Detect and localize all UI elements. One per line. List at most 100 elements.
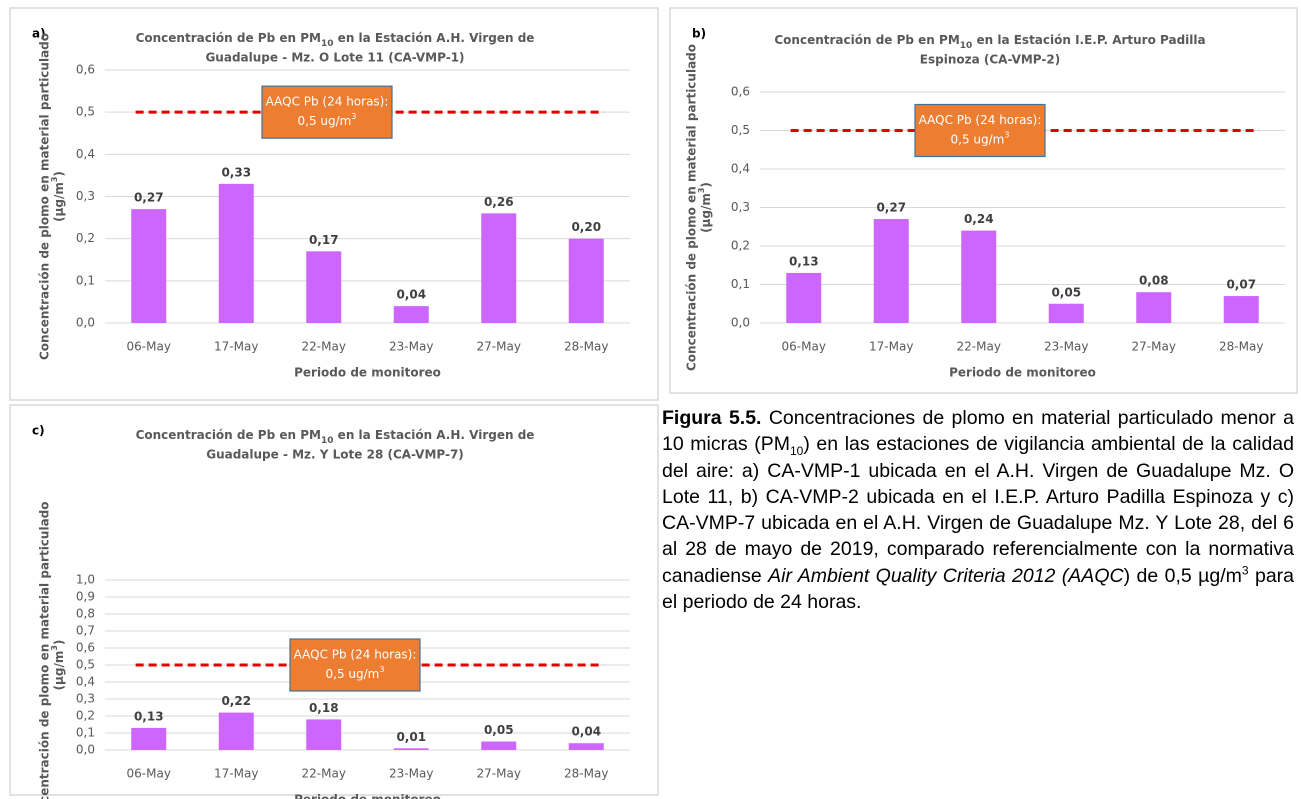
y-tick-label: 0,5 bbox=[731, 123, 750, 137]
y-title-text: (µg/m bbox=[699, 193, 713, 233]
x-tick-label: 27-May bbox=[477, 767, 521, 781]
y-tick-label: 0,3 bbox=[76, 189, 95, 203]
bar bbox=[393, 748, 429, 750]
x-tick-label: 22-May bbox=[957, 340, 1001, 354]
value-label: 0,04 bbox=[396, 288, 426, 302]
y-title-text: ) bbox=[52, 640, 66, 645]
annotation-unit: 0,5 ug/m bbox=[951, 132, 1005, 146]
y-title-superscript: 3 bbox=[50, 177, 59, 183]
y-tick-label: 0,0 bbox=[731, 316, 750, 330]
bar bbox=[218, 183, 254, 323]
value-label: 0,05 bbox=[484, 723, 514, 737]
annotation-text: AAQC Pb (24 horas): bbox=[266, 95, 389, 109]
panel-label: c) bbox=[32, 424, 45, 438]
x-tick-label: 06-May bbox=[127, 767, 171, 781]
annotation-superscript: 3 bbox=[379, 665, 384, 674]
bar bbox=[306, 251, 342, 323]
annotation-box bbox=[914, 103, 1046, 158]
x-tick-label: 28-May bbox=[564, 340, 608, 354]
y-tick-label: 0,7 bbox=[76, 624, 95, 638]
x-tick-label: 27-May bbox=[477, 340, 521, 354]
caption-italic: Air Ambient Quality Criteria 2012 (AAQC bbox=[768, 564, 1124, 587]
y-axis-title: Concentración de plomo en material parti… bbox=[685, 44, 699, 371]
chart-title: Guadalupe - Mz. O Lote 11 (CA-VMP-1) bbox=[205, 51, 464, 65]
chart-title: Espinoza (CA-VMP-2) bbox=[920, 53, 1060, 67]
annotation-text: 0,5 ug/m3 bbox=[951, 131, 1010, 147]
y-axis-title: Concentración de plomo en material parti… bbox=[38, 501, 52, 799]
annotation-unit: 0,5 ug/m bbox=[326, 667, 380, 681]
y-tick-label: 0,4 bbox=[76, 675, 95, 689]
x-tick-label: 22-May bbox=[302, 340, 346, 354]
value-label: 0,08 bbox=[1139, 274, 1169, 288]
chart-title: Concentración de Pb en PM10 en la Estaci… bbox=[136, 428, 535, 446]
y-tick-label: 0,1 bbox=[76, 273, 95, 287]
value-label: 0,13 bbox=[789, 254, 819, 268]
chart-title: Concentración de Pb en PM10 en la Estaci… bbox=[774, 33, 1205, 51]
bar bbox=[1223, 296, 1259, 323]
bar bbox=[568, 238, 604, 323]
y-title-text: ) bbox=[52, 171, 66, 176]
x-tick-label: 17-May bbox=[869, 340, 913, 354]
caption-text: ) en las estaciones de vigilancia ambien… bbox=[662, 433, 1294, 587]
panel-label: b) bbox=[692, 27, 706, 41]
y-title-text: (µg/m bbox=[52, 651, 66, 691]
figure-caption: Figura 5.5. Concentraciones de plomo en … bbox=[662, 405, 1294, 615]
x-axis-title: Periodo de monitoreo bbox=[294, 366, 441, 380]
bar bbox=[786, 272, 822, 323]
y-tick-label: 0,5 bbox=[76, 105, 95, 119]
value-label: 0,26 bbox=[484, 195, 514, 209]
value-label: 0,04 bbox=[571, 725, 601, 739]
x-axis-title: Periodo de monitoreo bbox=[949, 366, 1096, 380]
value-label: 0,18 bbox=[309, 701, 339, 715]
bar bbox=[218, 712, 254, 750]
y-tick-label: 0,8 bbox=[76, 607, 95, 621]
caption-superscript: 3 bbox=[1241, 563, 1249, 578]
y-tick-label: 0,2 bbox=[76, 709, 95, 723]
title-subscript: 10 bbox=[960, 41, 973, 51]
y-tick-label: 0,1 bbox=[76, 726, 95, 740]
y-title-superscript: 3 bbox=[50, 645, 59, 651]
chart-title: Concentración de Pb en PM10 en la Estaci… bbox=[136, 31, 535, 49]
title-text: Concentración de Pb en PM bbox=[774, 33, 959, 47]
x-tick-label: 06-May bbox=[127, 340, 171, 354]
title-subscript: 10 bbox=[321, 436, 334, 446]
y-tick-label: 0,3 bbox=[76, 692, 95, 706]
panel-label: a) bbox=[32, 27, 46, 41]
caption-text: Concentraciones de plomo en material par… bbox=[662, 407, 1294, 456]
y-tick-label: 0,0 bbox=[76, 743, 95, 757]
y-tick-label: 0,3 bbox=[731, 200, 750, 214]
annotation-text: 0,5 ug/m3 bbox=[326, 665, 385, 681]
value-label: 0,13 bbox=[134, 709, 164, 723]
y-axis-title: (µg/m3) bbox=[50, 171, 66, 222]
panel-border bbox=[9, 7, 659, 401]
bar bbox=[481, 741, 517, 750]
value-label: 0,33 bbox=[221, 165, 251, 179]
annotation-text: AAQC Pb (24 horas): bbox=[919, 113, 1042, 127]
bar bbox=[481, 213, 517, 323]
bar bbox=[873, 219, 909, 323]
bar bbox=[393, 306, 429, 323]
title-text: Concentración de Pb en PM bbox=[136, 428, 321, 442]
x-tick-label: 27-May bbox=[1132, 340, 1176, 354]
panel-border bbox=[9, 404, 659, 796]
y-tick-label: 0,2 bbox=[76, 231, 95, 245]
title-text: en la Estación A.H. Virgen de bbox=[334, 31, 535, 45]
x-tick-label: 22-May bbox=[302, 767, 346, 781]
x-axis-title: Periodo de monitoreo bbox=[294, 793, 441, 799]
y-tick-label: 0,6 bbox=[76, 63, 95, 77]
x-tick-label: 17-May bbox=[214, 340, 258, 354]
x-tick-label: 23-May bbox=[389, 340, 433, 354]
value-label: 0,27 bbox=[876, 201, 906, 215]
y-tick-label: 0,9 bbox=[76, 590, 95, 604]
y-tick-label: 1,0 bbox=[76, 573, 95, 587]
annotation-text: 0,5 ug/m3 bbox=[298, 112, 357, 128]
bar bbox=[1136, 292, 1172, 323]
y-axis-title: Concentración de plomo en material parti… bbox=[38, 33, 52, 360]
annotation-superscript: 3 bbox=[351, 112, 356, 121]
x-tick-label: 23-May bbox=[389, 767, 433, 781]
title-text: Concentración de Pb en PM bbox=[136, 31, 321, 45]
title-text: en la Estación I.E.P. Arturo Padilla bbox=[972, 33, 1205, 47]
